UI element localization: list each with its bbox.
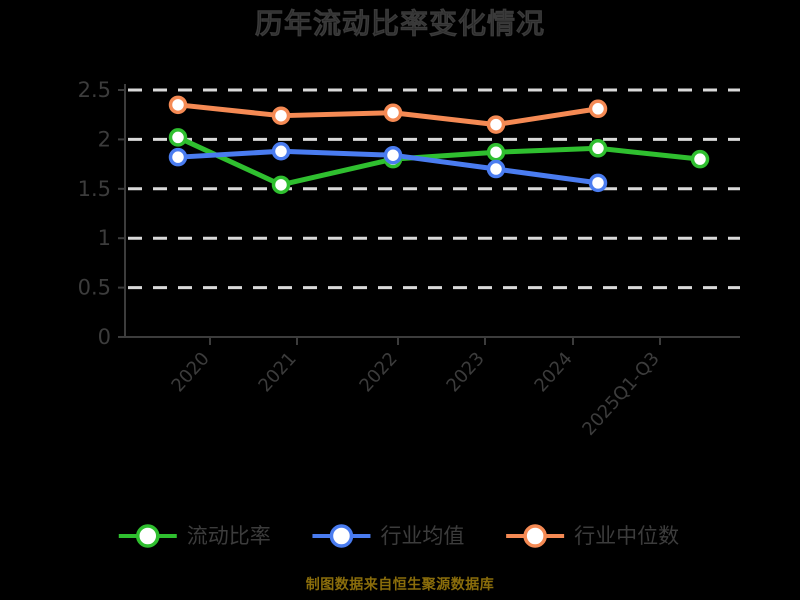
x-tick-label: 2022 — [355, 348, 401, 396]
y-tick-label: 1 — [98, 226, 111, 250]
axes — [118, 84, 740, 345]
y-axis-tick-labels: 0 0.5 1 1.5 2 2.5 — [78, 78, 111, 349]
data-point-marker[interactable] — [588, 99, 608, 119]
x-tick-label: 2025Q1-Q3 — [578, 348, 663, 439]
legend-marker-icon — [329, 524, 354, 548]
legend-marker-icon — [136, 524, 160, 548]
y-tick-label: 0 — [98, 325, 111, 349]
x-axis-tick-labels: 2020 2021 2022 2023 2024 2025Q1-Q3 — [167, 348, 663, 439]
data-point-marker[interactable] — [588, 139, 608, 158]
data-point-marker[interactable] — [168, 128, 188, 147]
y-tick-label: 2.5 — [78, 78, 111, 102]
y-tick-label: 0.5 — [78, 276, 111, 300]
chart-source-note: 制图数据来自恒生聚源数据库 — [305, 577, 495, 593]
data-point-marker[interactable] — [271, 142, 291, 161]
data-point-marker[interactable] — [168, 147, 188, 167]
legend-marker-icon — [523, 524, 547, 548]
data-point-marker[interactable] — [383, 103, 403, 122]
data-point-marker[interactable] — [168, 95, 188, 115]
legend-item-3[interactable]: 行业中位数 — [506, 524, 679, 548]
legend-label: 流动比率 — [187, 524, 271, 548]
y-tick-label: 1.5 — [78, 177, 111, 201]
x-tick-label: 2024 — [530, 348, 576, 396]
data-point-marker[interactable] — [486, 142, 506, 162]
legend-item-1[interactable]: 流动比率 — [118, 524, 271, 548]
gridlines — [128, 88, 740, 290]
data-point-marker[interactable] — [271, 106, 291, 125]
data-series — [168, 95, 710, 195]
series-line — [175, 134, 703, 188]
chart-title: 历年流动比率变化情况 — [254, 7, 545, 41]
legend-item-2[interactable]: 行业均值 — [312, 524, 464, 548]
data-point-marker[interactable] — [486, 115, 506, 134]
x-tick-label: 2020 — [167, 348, 213, 396]
legend-label: 行业均值 — [380, 524, 464, 548]
x-tick-label: 2021 — [254, 348, 300, 396]
data-point-marker[interactable] — [271, 175, 291, 195]
y-tick-label: 2 — [98, 127, 111, 151]
data-point-marker[interactable] — [486, 159, 506, 179]
legend-label: 行业中位数 — [574, 524, 679, 548]
x-tick-label: 2023 — [442, 348, 488, 396]
data-point-marker[interactable] — [588, 173, 608, 193]
data-point-marker[interactable] — [690, 149, 710, 169]
chart-legend[interactable]: 流动比率 行业均值 行业中位数 — [118, 524, 679, 548]
data-point-marker[interactable] — [383, 145, 403, 165]
